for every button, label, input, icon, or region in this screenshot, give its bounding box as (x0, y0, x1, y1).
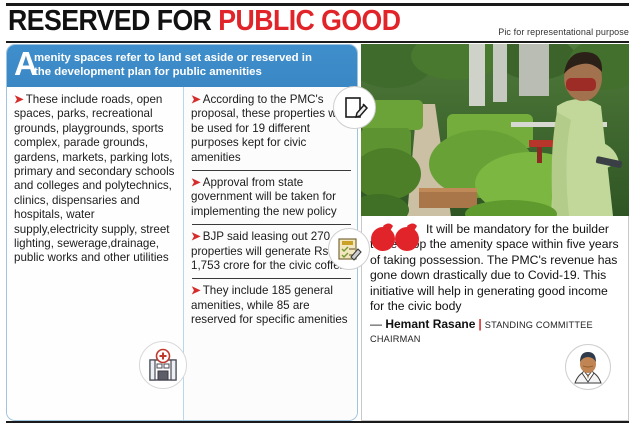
list-item-text: Approval from state government will be t… (191, 176, 337, 218)
column-middle: ➤ According to the PMC's proposal, these … (183, 87, 357, 420)
list-item-text: They include 185 general amenities, whil… (191, 284, 348, 327)
garden-photo (361, 44, 629, 216)
arrow-icon: ➤ (191, 230, 201, 244)
list-item-text: According to the PMC's proposal, these p… (191, 93, 345, 164)
document-pencil-icon (333, 86, 376, 129)
person-avatar-icon (565, 344, 611, 390)
list-item: ➤ They include 185 general amenities, whi… (191, 284, 352, 327)
quote-card: It will be mandatory for the builder to … (361, 216, 629, 421)
list-item-text: BJP said leasing out 270 properties will… (191, 230, 350, 273)
approval-checklist-icon (328, 228, 370, 270)
hospital-building-icon (139, 341, 187, 389)
top-divider (6, 3, 629, 6)
divider (192, 224, 351, 226)
list-item: ➤ BJP said leasing out 270 properties wil… (191, 230, 352, 273)
intro-text: menity spaces refer to land set aside or… (34, 52, 312, 78)
garden-photo-illustration (361, 44, 629, 216)
arrow-icon: ➤ (191, 284, 201, 298)
intro-banner: A menity spaces refer to land set aside … (7, 45, 357, 87)
quotation-mark-icon (371, 223, 419, 251)
arrow-icon: ➤ (14, 93, 24, 106)
attribution-separator: | (478, 317, 482, 332)
arrow-icon: ➤ (191, 176, 201, 190)
bottom-divider (6, 421, 629, 423)
attribution-role-line1: STANDING COMMITTEE (484, 320, 593, 331)
list-item: ➤ Approval from state government will be … (191, 176, 352, 219)
list-item: ➤ According to the PMC's proposal, these … (191, 93, 352, 165)
body-frame: A menity spaces refer to land set aside … (6, 44, 629, 421)
person-in-photo (551, 52, 623, 216)
headline-underline (6, 41, 629, 43)
bullet-columns: ➤ These include roads, open spaces, parks… (7, 87, 357, 420)
list-item-text: These include roads, open spaces, parks,… (14, 93, 175, 265)
quote-text: It will be mandatory for the builder to … (370, 222, 619, 314)
photo-credit: Pic for representational purpose (498, 27, 629, 37)
attribution-dash: — (370, 317, 382, 332)
divider (192, 278, 351, 280)
divider (192, 170, 351, 172)
intro-dropcap: A (14, 45, 38, 82)
quote-attribution: — Hemant Rasane | STANDING COMMITTEE (370, 317, 620, 333)
page-title: RESERVED FOR PUBLIC GOOD (8, 6, 486, 36)
arrow-icon: ➤ (191, 93, 201, 106)
headline-part-red: PUBLIC GOOD (218, 5, 401, 37)
attribution-name: Hemant Rasane (385, 317, 476, 332)
list-item: ➤ These include roads, open spaces, parks… (14, 93, 176, 266)
attribution-role-line2: CHAIRMAN (370, 334, 421, 345)
headline-part-black: RESERVED FOR (8, 5, 219, 37)
